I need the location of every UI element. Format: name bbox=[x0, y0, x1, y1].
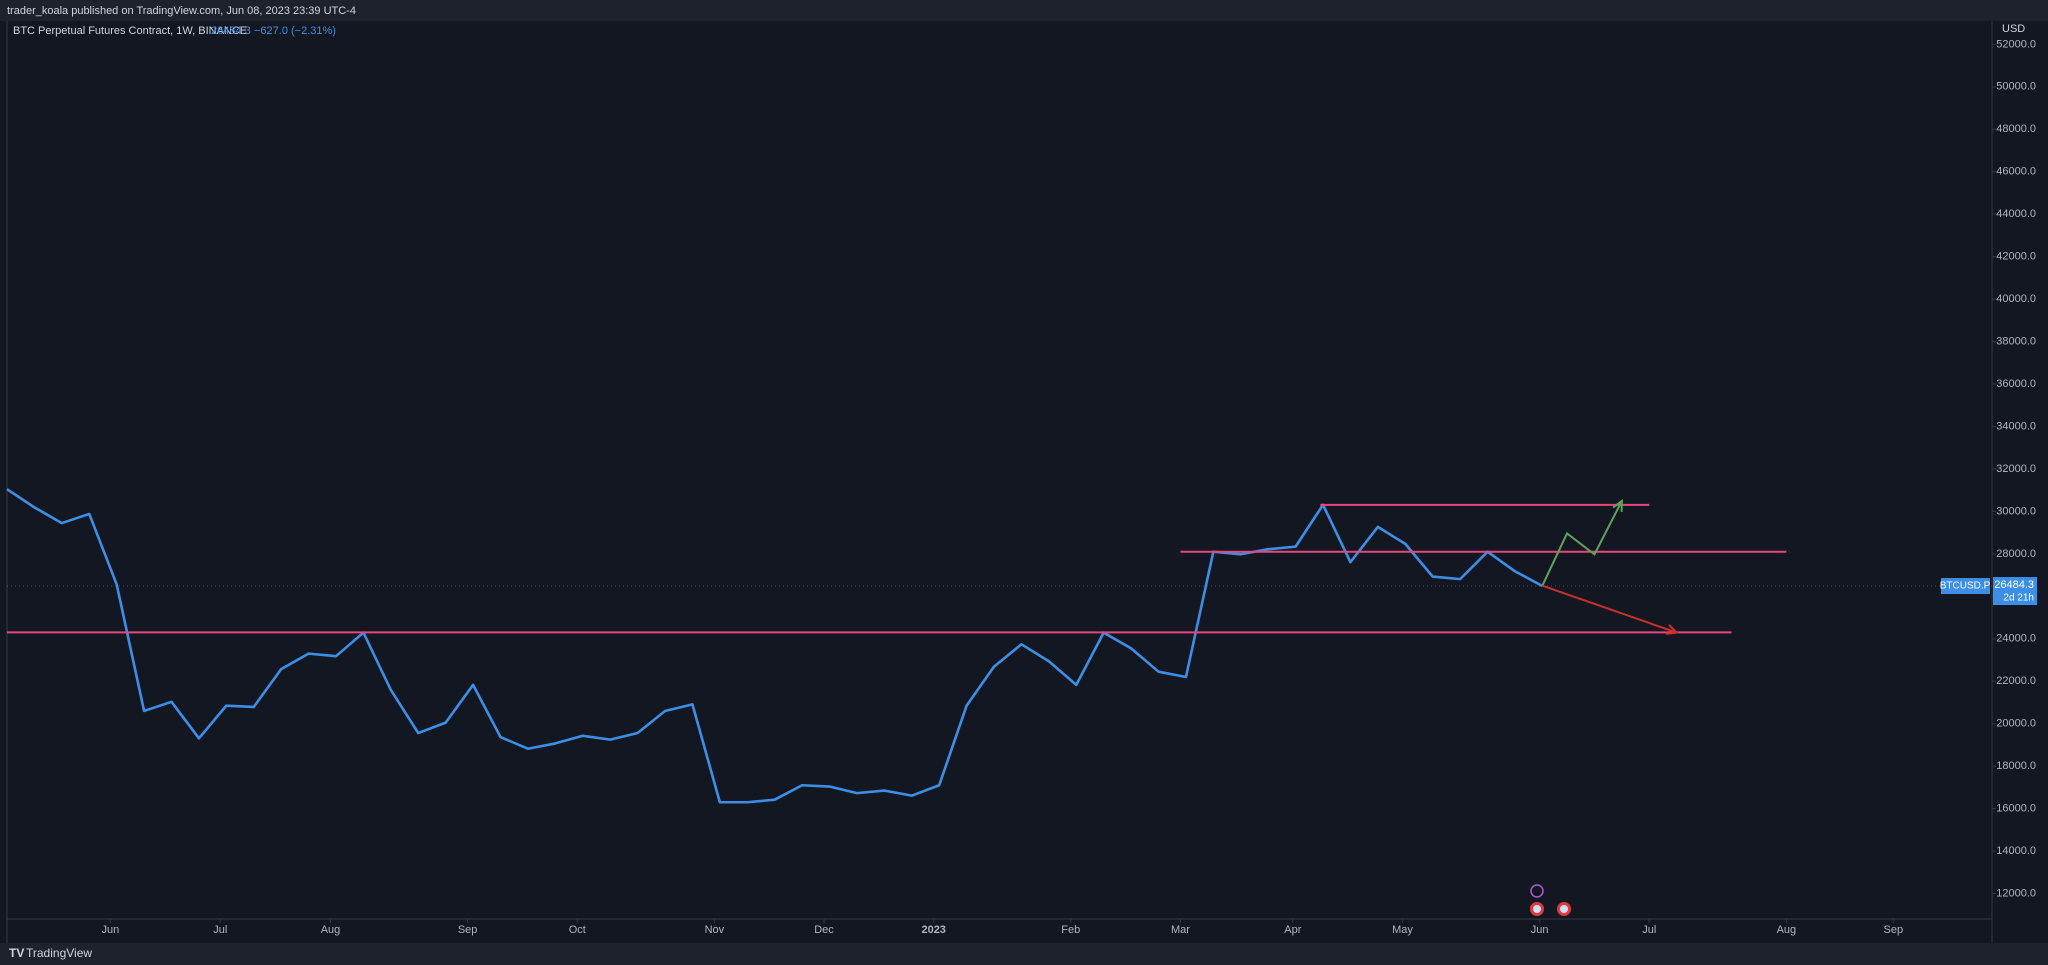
y-tick-label: 44000.0 bbox=[1996, 208, 2036, 220]
legend-title: BTC Perpetual Futures Contract, 1W, BINA… bbox=[13, 25, 247, 37]
y-axis-label: USD bbox=[2002, 23, 2025, 35]
footer-logo: TV bbox=[9, 946, 24, 960]
y-tick-label: 42000.0 bbox=[1996, 251, 2036, 263]
price-tag bbox=[1993, 577, 2037, 606]
x-tick-label: May bbox=[1392, 924, 1413, 936]
x-tick-label: Sep bbox=[458, 924, 478, 936]
event-icons bbox=[1530, 884, 1571, 916]
x-tick-label: Mar bbox=[1171, 924, 1190, 936]
x-tick-label: Sep bbox=[1884, 924, 1904, 936]
arrow-head bbox=[1612, 498, 1623, 512]
x-tick-label: Aug bbox=[1777, 924, 1797, 936]
drawing-line bbox=[1542, 584, 1678, 634]
x-tick-label: 2023 bbox=[921, 924, 945, 936]
y-tick-label: 40000.0 bbox=[1996, 293, 2036, 305]
y-tick-label: 34000.0 bbox=[1996, 420, 2036, 432]
y-tick-label: 22000.0 bbox=[1996, 675, 2036, 687]
y-tick-label: 52000.0 bbox=[1996, 38, 2036, 50]
symbol-tag bbox=[1941, 578, 1990, 595]
x-tick-label: Oct bbox=[569, 924, 586, 936]
header-text: trader_koala published on TradingView.co… bbox=[7, 5, 356, 17]
header-bar bbox=[0, 0, 2048, 21]
y-tick-label: 20000.0 bbox=[1996, 718, 2036, 730]
x-tick-label: Feb bbox=[1061, 924, 1080, 936]
event-icon bbox=[1533, 905, 1541, 913]
legend-change: −627.0 (−2.31%) bbox=[254, 25, 336, 37]
y-tick-label: 38000.0 bbox=[1996, 335, 2036, 347]
x-tick-label: Jul bbox=[213, 924, 227, 936]
y-tick-label: 14000.0 bbox=[1996, 845, 2036, 857]
x-tick-label: Jun bbox=[1531, 924, 1549, 936]
x-tick-label: Apr bbox=[1284, 924, 1301, 936]
event-icon bbox=[1530, 884, 1544, 898]
y-tick-label: 48000.0 bbox=[1996, 123, 2036, 135]
footer-bar bbox=[0, 943, 2048, 965]
price-tag-value: 26484.3 bbox=[1994, 579, 2034, 591]
y-tick-label: 18000.0 bbox=[1996, 760, 2036, 772]
x-tick-label: Nov bbox=[705, 924, 725, 936]
legend-price: 26484.3 bbox=[211, 25, 251, 37]
drawing-line bbox=[1541, 500, 1623, 587]
price-line bbox=[6, 488, 1543, 804]
y-tick-label: 28000.0 bbox=[1996, 548, 2036, 560]
y-tick-label: 30000.0 bbox=[1996, 505, 2036, 517]
y-tick-label: 16000.0 bbox=[1996, 803, 2036, 815]
x-tick-label: Jun bbox=[101, 924, 119, 936]
y-tick-label: 32000.0 bbox=[1996, 463, 2036, 475]
arrow-head bbox=[1665, 624, 1679, 635]
x-tick-label: Jul bbox=[1642, 924, 1656, 936]
event-icon bbox=[1560, 905, 1568, 913]
y-tick-label: 50000.0 bbox=[1996, 81, 2036, 93]
price-tag-countdown: 2d 21h bbox=[2003, 593, 2034, 604]
y-tick-label: 46000.0 bbox=[1996, 166, 2036, 178]
x-tick-label: Dec bbox=[814, 924, 834, 936]
x-tick-label: Aug bbox=[321, 924, 341, 936]
symbol-tag-text: BTCUSD.P bbox=[1940, 581, 1991, 592]
footer-brand: TradingView bbox=[26, 946, 92, 960]
y-tick-label: 12000.0 bbox=[1996, 887, 2036, 899]
y-tick-label: 36000.0 bbox=[1996, 378, 2036, 390]
y-tick-label: 24000.0 bbox=[1996, 633, 2036, 645]
